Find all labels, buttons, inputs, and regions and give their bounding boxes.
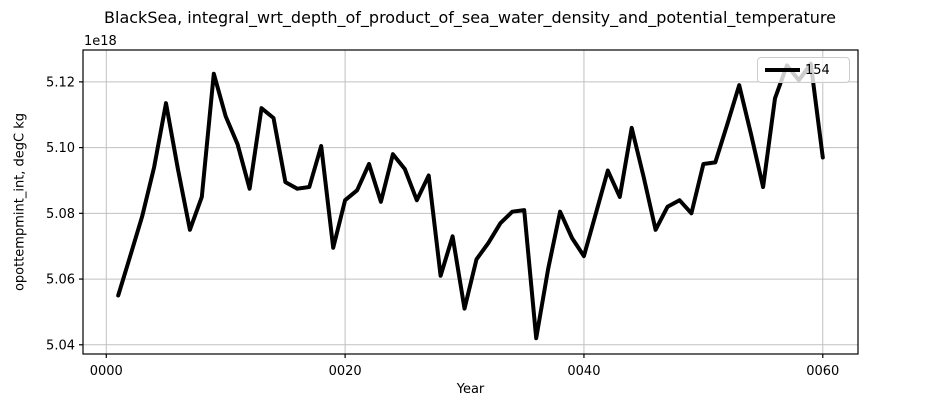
y-tick-label: 5.06 — [46, 273, 75, 288]
legend-label: 154 — [805, 62, 830, 78]
x-tick-label: 0020 — [329, 364, 362, 379]
legend: 154 — [757, 57, 850, 83]
chart-title: BlackSea, integral_wrt_depth_of_product_… — [104, 8, 836, 27]
y-tick-label: 5.12 — [46, 75, 75, 90]
x-tick-label: 0040 — [567, 364, 600, 379]
x-tick-label: 0060 — [806, 364, 839, 379]
data-line-154 — [116, 61, 825, 341]
y-tick-label: 5.08 — [46, 207, 75, 222]
x-tick-label: 0000 — [90, 364, 123, 379]
x-axis-label: Year — [456, 382, 485, 397]
y-tick-label: 5.10 — [46, 141, 75, 156]
y-axis-offset-text: 1e18 — [84, 34, 117, 49]
y-axis-label: opottempmint_int, degC kg — [12, 112, 28, 292]
legend-line-sample — [765, 68, 800, 72]
plot-frame — [82, 49, 859, 355]
y-tick-label: 5.04 — [46, 338, 75, 353]
